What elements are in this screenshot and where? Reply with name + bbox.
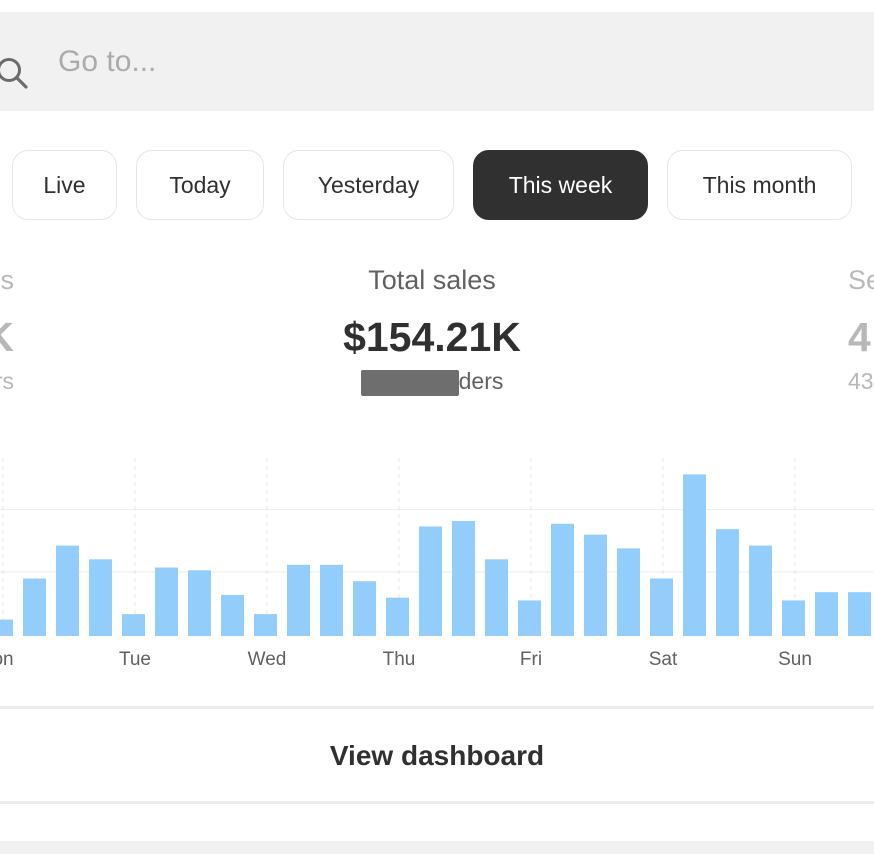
orders-label: ders (458, 368, 504, 394)
metric-card-total-sales[interactable]: Total sales $154.21K ders (282, 262, 582, 396)
view-dashboard-button[interactable]: View dashboard (0, 709, 874, 802)
metric-value: 4 (848, 314, 871, 360)
total-sales-value: $154.21K (343, 314, 521, 360)
chart-bar[interactable] (89, 559, 112, 636)
chart-bar[interactable] (155, 567, 178, 636)
chart-x-label: Sun (778, 649, 812, 670)
tab-this-month[interactable]: This month (667, 150, 852, 220)
chart-x-label: on (0, 649, 14, 670)
chart-bar[interactable] (353, 581, 376, 636)
total-sales-label: Total sales (368, 265, 496, 295)
bottom-strip (0, 841, 874, 854)
chart-bar[interactable] (815, 592, 838, 636)
search-icon (0, 58, 28, 89)
chart-bar[interactable] (56, 545, 79, 636)
search-input[interactable] (58, 42, 818, 82)
chart-x-label: Wed (248, 649, 287, 670)
chart-bar[interactable] (584, 534, 607, 636)
tab-live[interactable]: Live (12, 150, 117, 220)
chart-bar[interactable] (683, 474, 706, 636)
chart-bar[interactable] (650, 578, 673, 636)
chart-bar[interactable] (485, 559, 508, 636)
orders-subtext: ders (282, 366, 582, 396)
divider (0, 706, 874, 709)
chart-bar[interactable] (386, 597, 409, 636)
tab-today[interactable]: Today (136, 150, 264, 220)
metric-label: Se (848, 265, 874, 295)
sales-bar-chart: on Tue Wed Thu Fri Sat Sun (0, 458, 874, 670)
chart-x-label: Fri (520, 649, 542, 670)
chart-bar[interactable] (551, 523, 574, 636)
redacted-block (360, 369, 459, 396)
chart-bar[interactable] (188, 570, 211, 636)
chart-bar[interactable] (254, 614, 277, 636)
metric-subtext: 43 (848, 368, 874, 394)
metric-card-right[interactable]: Se 4 43 (848, 262, 874, 396)
tab-this-week[interactable]: This week (473, 150, 648, 220)
chart-bar[interactable] (221, 594, 244, 636)
chart-bar[interactable] (452, 520, 475, 636)
divider (0, 801, 874, 804)
chart-bar[interactable] (122, 614, 145, 636)
chart-bar[interactable] (419, 526, 442, 636)
chart-x-label: Tue (119, 649, 151, 670)
chart-x-label: Sat (649, 649, 678, 670)
chart-bar[interactable] (518, 600, 541, 636)
search-bar[interactable] (0, 12, 874, 111)
date-range-tabs: Live Today Yesterday This week This mont… (0, 150, 874, 222)
chart-bar[interactable] (320, 564, 343, 636)
chart-bar[interactable] (749, 545, 772, 636)
chart-bar[interactable] (287, 564, 310, 636)
metric-label: s (0, 265, 15, 295)
metric-subtext: rs (0, 368, 14, 394)
chart-bar[interactable] (716, 529, 739, 636)
chart-bar[interactable] (0, 619, 13, 636)
chart-bar[interactable] (23, 578, 46, 636)
chart-bar[interactable] (848, 592, 871, 636)
chart-bar[interactable] (617, 548, 640, 636)
chart-x-label: Thu (383, 649, 416, 670)
chart-bar[interactable] (782, 600, 805, 636)
tab-yesterday[interactable]: Yesterday (283, 150, 454, 220)
metric-value: K (0, 312, 14, 362)
metric-card-left[interactable]: s K rs (0, 262, 14, 396)
